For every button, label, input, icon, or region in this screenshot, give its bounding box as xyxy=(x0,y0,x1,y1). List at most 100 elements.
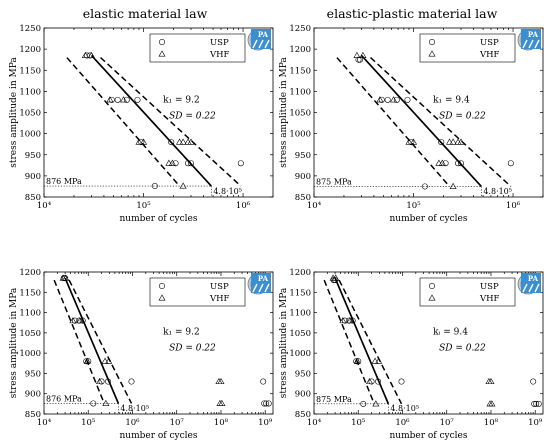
x-tick-label: 10⁶ xyxy=(125,418,140,428)
y-tick-label: 1150 xyxy=(289,66,311,76)
data-point-vhf xyxy=(372,400,380,407)
y-tick-label: 1200 xyxy=(19,45,41,55)
y-tick-label: 950 xyxy=(295,151,311,161)
reference-cycles-label: 4.8·10⁵ xyxy=(390,404,419,413)
logo-stripe xyxy=(264,39,270,49)
x-tick-label: 10⁴ xyxy=(37,418,52,428)
x-tick-label: 10⁶ xyxy=(395,418,410,428)
sd-annotation: SD = 0.22 xyxy=(169,111,216,121)
y-tick-label: 950 xyxy=(25,151,41,161)
data-point-vhf xyxy=(366,377,374,385)
data-point-vhf xyxy=(376,96,384,103)
data-point-usp xyxy=(134,96,141,103)
reference-cycles-label: 4.8·10⁵ xyxy=(120,404,149,413)
data-point-usp xyxy=(123,96,130,103)
data-point-usp xyxy=(168,139,175,146)
data-point-usp xyxy=(185,160,192,167)
data-point-vhf xyxy=(83,357,91,364)
data-point-vhf xyxy=(488,400,496,407)
legend-box xyxy=(149,33,246,63)
data-point-vhf xyxy=(179,182,187,189)
reference-stress-label: 875 MPa xyxy=(316,177,352,186)
logo-stripe xyxy=(264,283,270,293)
y-tick-label: 1050 xyxy=(19,329,41,339)
legend-marker-vhf xyxy=(158,294,166,301)
data-point-usp xyxy=(531,400,538,407)
chart-panel-1: 850 900 950 1000 1050 1100 1150 1200 1250 10⁴ 10⁵ 1… xyxy=(9,24,274,224)
x-axis-title: number of cycles xyxy=(390,431,468,441)
y-tick-label: 1200 xyxy=(19,268,41,278)
institute-pa-logo-icon xyxy=(251,29,271,49)
x-tick-label: 10⁶ xyxy=(506,201,521,211)
sd-annotation: SD = 0.22 xyxy=(439,343,486,353)
x-tick-label: 10⁶ xyxy=(236,201,251,211)
scatter-band-lower-line xyxy=(323,279,375,405)
logo-stripe xyxy=(258,39,264,49)
data-point-vhf xyxy=(176,138,184,145)
data-point-vhf xyxy=(405,138,413,145)
data-point-usp xyxy=(237,160,244,167)
sd-annotation: SD = 0.22 xyxy=(439,111,486,121)
data-point-usp xyxy=(530,378,537,385)
data-point-usp xyxy=(114,96,121,103)
y-axis-title: stress amplitude in MPa xyxy=(9,57,19,168)
x-tick-label: 10⁴ xyxy=(307,201,322,211)
data-point-vhf xyxy=(101,357,109,364)
y-tick-label: 1050 xyxy=(289,329,311,339)
data-point-vhf xyxy=(179,138,187,145)
data-point-vhf xyxy=(187,138,195,145)
logo-stripe xyxy=(252,283,258,293)
data-point-vhf xyxy=(76,317,84,324)
data-point-vhf xyxy=(168,159,176,166)
x-tick-label: 10⁷ xyxy=(170,418,185,428)
x-tick-label: 10⁴ xyxy=(37,201,52,211)
data-point-vhf xyxy=(353,357,361,364)
y-tick-label: 850 xyxy=(295,193,311,203)
data-point-vhf xyxy=(215,377,223,385)
legend-marker-usp xyxy=(159,282,166,289)
y-tick-label: 1100 xyxy=(19,87,41,97)
data-point-usp xyxy=(375,378,382,385)
legend-marker-usp xyxy=(159,38,166,45)
plot-frame xyxy=(313,271,544,415)
logo-text: PA xyxy=(258,30,269,39)
data-point-usp xyxy=(398,378,405,385)
logo-stripe xyxy=(534,39,540,49)
scatter-band-upper-line xyxy=(370,57,512,187)
logo-text: PA xyxy=(528,274,539,283)
legend-label-usp: USP xyxy=(480,282,499,292)
institute-pa-logo-icon xyxy=(521,29,541,49)
institute-pa-logo-icon xyxy=(251,273,271,293)
y-tick-label: 950 xyxy=(295,369,311,379)
data-point-usp xyxy=(79,317,86,324)
data-point-usp xyxy=(172,160,179,167)
data-point-vhf xyxy=(135,138,143,145)
slope-annotation: k₁ = 9.2 xyxy=(163,327,200,337)
legend-label-vhf: VHF xyxy=(209,294,230,304)
data-point-vhf xyxy=(435,159,443,166)
y-tick-label: 900 xyxy=(295,172,311,182)
logo-stripe xyxy=(258,283,264,293)
legend-marker-vhf xyxy=(428,294,436,301)
reference-stress-label: 875 MPa xyxy=(316,395,352,404)
mean-fit-line xyxy=(360,54,482,188)
legend-label-vhf: VHF xyxy=(479,50,500,60)
data-point-usp xyxy=(384,96,391,103)
data-point-vhf xyxy=(339,317,347,324)
data-point-vhf xyxy=(140,138,148,145)
data-point-vhf xyxy=(353,51,361,58)
x-tick-label: 10⁹ xyxy=(258,418,273,428)
y-tick-label: 1050 xyxy=(289,109,311,119)
data-point-usp xyxy=(138,139,145,146)
data-point-vhf xyxy=(485,377,493,385)
mean-fit-line xyxy=(334,277,390,405)
y-tick-label: 1000 xyxy=(289,130,311,140)
logo-stripe xyxy=(534,283,540,293)
x-tick-label: 10⁵ xyxy=(406,201,421,211)
data-point-usp xyxy=(438,139,445,146)
legend-label-vhf: VHF xyxy=(209,50,230,60)
data-point-usp xyxy=(188,160,195,167)
data-point-vhf xyxy=(390,96,398,103)
data-point-usp xyxy=(533,400,540,407)
data-point-usp xyxy=(71,317,78,324)
